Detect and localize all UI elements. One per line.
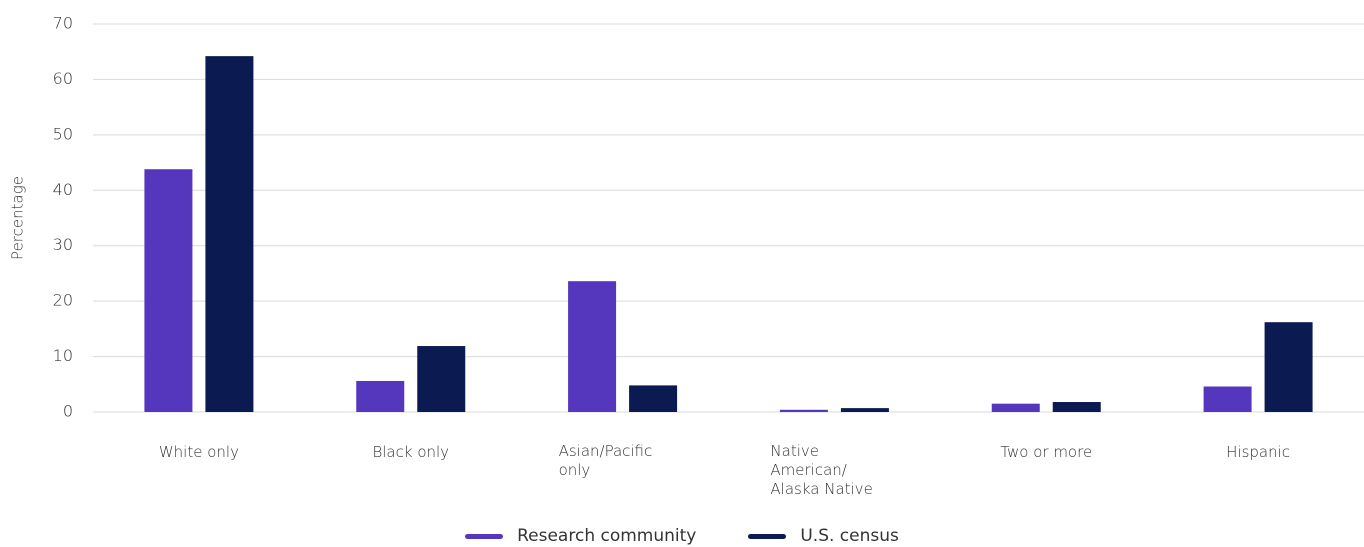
x-tick-text: White only bbox=[158, 443, 239, 461]
bar bbox=[1264, 322, 1313, 412]
legend-swatch bbox=[465, 533, 504, 539]
x-tick-text: Two or more bbox=[1000, 443, 1093, 461]
y-tick-label: 10 bbox=[53, 346, 73, 365]
x-tick-text: Asian/Pacific only bbox=[558, 442, 653, 479]
bar bbox=[205, 56, 254, 413]
legend: Research community U.S. census bbox=[0, 526, 1364, 546]
x-tick-label: Two or more bbox=[966, 442, 1126, 462]
bar bbox=[629, 385, 678, 412]
bar bbox=[1203, 386, 1252, 412]
legend-item: U.S. census bbox=[748, 526, 899, 546]
bar bbox=[144, 169, 193, 412]
legend-swatch bbox=[748, 533, 787, 539]
y-tick-label: 70 bbox=[53, 14, 73, 33]
y-tick-label: 0 bbox=[63, 402, 73, 421]
bar bbox=[568, 281, 617, 412]
x-tick-label: Asian/Pacific only bbox=[543, 442, 703, 480]
bar bbox=[991, 403, 1040, 412]
y-tick-label: 50 bbox=[53, 124, 73, 143]
bar bbox=[356, 380, 405, 412]
bar bbox=[840, 408, 889, 412]
x-tick-text: Hispanic bbox=[1226, 443, 1291, 461]
x-tick-label: Native American/ Alaska Native bbox=[754, 442, 914, 499]
y-tick-label: 20 bbox=[53, 291, 73, 310]
x-tick-text: Native American/ Alaska Native bbox=[770, 442, 873, 498]
legend-label: Research community bbox=[517, 526, 697, 546]
legend-label: U.S. census bbox=[800, 526, 899, 546]
x-tick-text: Black only bbox=[372, 443, 450, 461]
x-tick-label: White only bbox=[119, 442, 279, 462]
bar bbox=[1052, 402, 1101, 412]
y-axis-label: Percentage bbox=[9, 176, 27, 260]
bar bbox=[779, 409, 828, 412]
y-tick-label: 60 bbox=[53, 69, 73, 88]
y-tick-label: 30 bbox=[53, 235, 73, 254]
x-tick-label: Hispanic bbox=[1178, 442, 1338, 462]
x-tick-label: Black only bbox=[331, 442, 491, 462]
legend-item: Research community bbox=[465, 526, 696, 546]
bar bbox=[417, 346, 466, 412]
y-tick-label: 40 bbox=[53, 180, 73, 199]
